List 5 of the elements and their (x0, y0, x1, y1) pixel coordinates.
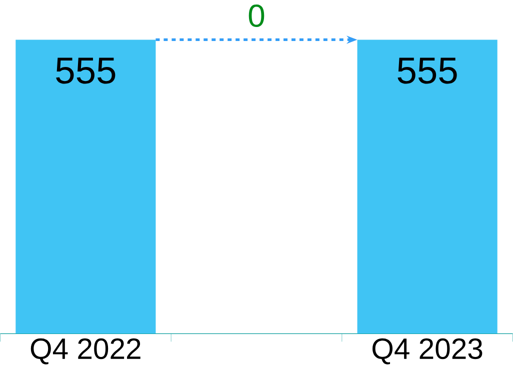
text: 0 (248, 4, 264, 28)
x-tick-label: Q4 2022 (30, 338, 140, 364)
data-label: 555 (398, 58, 457, 84)
x-tick-label: Q4 2023 (372, 338, 482, 364)
data-label: 555 (56, 58, 116, 84)
